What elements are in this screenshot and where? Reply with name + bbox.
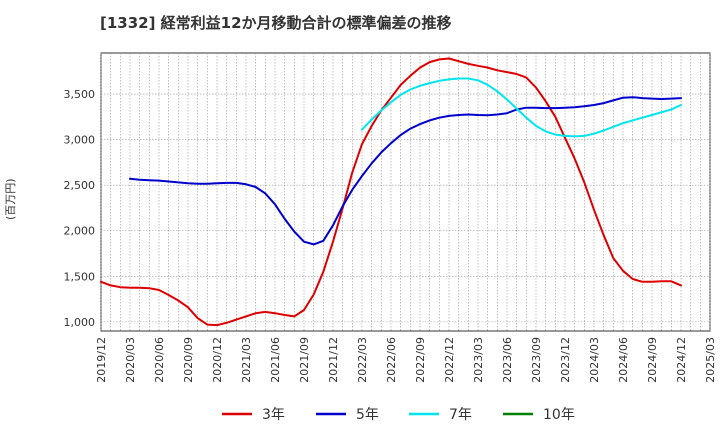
x-tick-label: 2020/12 <box>211 337 224 383</box>
legend-label: 3年 <box>262 407 285 423</box>
legend-label: 7年 <box>449 407 472 423</box>
x-tick-label: 2022/03 <box>356 337 369 383</box>
x-tick-label: 2024/06 <box>617 337 630 383</box>
axis-layer: 2019/12 2020/03 2020/06 2020/09 2020/12 2021/… <box>64 88 718 383</box>
x-tick-label: 2019/12 <box>95 337 108 383</box>
x-tick-label: 2023/12 <box>559 337 572 383</box>
plot-area <box>100 52 711 332</box>
x-tick-label: 2023/09 <box>530 337 543 383</box>
x-tick-label: 2022/09 <box>414 337 427 383</box>
x-tick-label: 2024/09 <box>646 337 659 383</box>
x-tick-label: 2024/12 <box>675 337 688 383</box>
series-line-2 <box>129 96 682 246</box>
chart-title: [1332] 経常利益12か月移動合計の標準偏差の推移 <box>100 14 452 32</box>
x-tick-label: 2024/03 <box>588 337 601 383</box>
grid-layer <box>100 53 711 331</box>
y-tick-label: 3,500 <box>64 88 96 101</box>
x-tick-label: 2021/12 <box>327 337 340 383</box>
y-tick-label: 3,000 <box>64 134 96 147</box>
x-tick-label: 2025/03 <box>704 337 717 383</box>
series-line-3 <box>361 77 682 138</box>
x-tick-label: 2023/03 <box>472 337 485 383</box>
x-tick-label: 2021/09 <box>298 337 311 383</box>
x-tick-label: 2020/03 <box>124 337 137 383</box>
series-line-1 <box>100 57 682 327</box>
x-tick-label: 2021/06 <box>269 337 282 383</box>
legend: 3年 5年 7年 10年 <box>222 407 575 423</box>
x-tick-label: 2022/06 <box>385 337 398 383</box>
y-tick-label: 2,000 <box>64 225 96 238</box>
y-tick-label: 1,000 <box>64 316 96 329</box>
x-tick-label: 2020/06 <box>153 337 166 383</box>
y-tick-label: 2,500 <box>64 179 96 192</box>
x-tick-label: 2020/09 <box>182 337 195 383</box>
x-tick-label: 2022/12 <box>443 337 456 383</box>
y-tick-label: 1,500 <box>64 270 96 283</box>
series-layer <box>100 57 682 327</box>
legend-label: 5年 <box>356 407 379 423</box>
x-tick-label: 2021/03 <box>240 337 253 383</box>
legend-label: 10年 <box>543 407 575 423</box>
x-tick-label: 2023/06 <box>501 337 514 383</box>
